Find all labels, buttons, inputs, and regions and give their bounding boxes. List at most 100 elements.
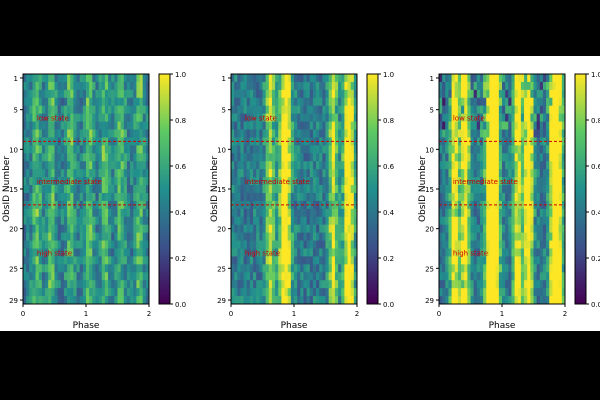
heatmap-cell <box>300 113 304 122</box>
heatmap-cell <box>243 208 248 218</box>
heatmap-cell <box>486 248 490 257</box>
heatmap-cell <box>533 224 538 234</box>
heatmap-cell <box>294 272 298 281</box>
heatmap-cell <box>240 145 244 154</box>
heatmap-cell <box>114 129 118 138</box>
heatmap-cell <box>511 248 515 257</box>
heatmap-cell <box>253 97 257 107</box>
heatmap-cell <box>111 105 115 115</box>
heatmap-cell <box>63 97 68 107</box>
heatmap-cell <box>142 192 147 202</box>
heatmap-cell <box>527 264 531 273</box>
heatmap-cell <box>60 192 65 202</box>
heatmap-cell <box>558 185 563 194</box>
heatmap-cell <box>555 232 560 241</box>
heatmap-cell <box>555 216 560 226</box>
heatmap-cell <box>334 296 339 305</box>
heatmap-cell <box>558 81 563 91</box>
heatmap-cell <box>517 248 522 257</box>
heatmap-cell <box>325 192 330 202</box>
heatmap-cell <box>82 113 87 122</box>
heatmap-cell <box>505 256 509 265</box>
heatmap-cell <box>347 200 352 210</box>
heatmap-cell <box>268 153 273 162</box>
heatmap-cell <box>120 264 125 273</box>
heatmap-cell <box>542 121 547 130</box>
heatmap-cell <box>546 137 550 146</box>
heatmap-cell <box>338 256 342 265</box>
heatmap-cell <box>492 97 497 107</box>
heatmap-cell <box>498 280 503 289</box>
heatmap-cell <box>133 272 137 281</box>
heatmap-cell <box>26 248 30 257</box>
heatmap-cell <box>92 153 96 162</box>
heatmap-cell <box>287 288 292 297</box>
heatmap-cell <box>445 121 449 130</box>
heatmap-cell <box>111 169 115 178</box>
heatmap-cell <box>505 224 509 234</box>
heatmap-cell <box>48 153 52 162</box>
heatmap-cell <box>524 169 528 178</box>
heatmap-cell <box>281 74 285 83</box>
heatmap-cell <box>502 145 506 154</box>
heatmap-cell <box>57 121 62 130</box>
heatmap-cell <box>259 248 263 257</box>
heatmap-cell <box>253 169 257 178</box>
heatmap-cell <box>253 192 257 202</box>
heatmap-cell <box>237 272 241 281</box>
heatmap-cell <box>439 74 443 83</box>
heatmap-cell <box>473 224 478 234</box>
heatmap-cell <box>35 177 40 186</box>
colorbar-tick-label: 0.4 <box>175 209 187 217</box>
heatmap-cell <box>514 74 519 83</box>
heatmap-cell <box>29 248 33 257</box>
heatmap-cell <box>38 74 43 83</box>
heatmap-cell <box>470 192 475 202</box>
heatmap-cell <box>347 272 352 281</box>
heatmap-cell <box>508 81 512 91</box>
heatmap-cell <box>136 153 140 162</box>
heatmap-cell <box>514 264 519 273</box>
heatmap-cell <box>508 240 512 249</box>
heatmap-cell <box>473 296 478 305</box>
heatmap-cell <box>514 216 519 226</box>
heatmap-cell <box>256 185 260 194</box>
heatmap-cell <box>448 248 452 257</box>
heatmap-cell <box>338 224 342 234</box>
heatmap-cell <box>54 121 59 130</box>
heatmap-cell <box>95 208 99 218</box>
heatmap-cell <box>300 177 304 186</box>
heatmap-cell <box>353 137 358 146</box>
heatmap-cell <box>344 153 348 162</box>
heatmap-cell <box>45 264 49 273</box>
heatmap-cell <box>495 296 500 305</box>
heatmap-cell <box>240 129 244 138</box>
heatmap-cell <box>353 224 358 234</box>
heatmap-cell <box>45 296 49 305</box>
heatmap-cell <box>281 264 285 273</box>
heatmap-cell <box>486 97 490 107</box>
heatmap-cell <box>237 208 241 218</box>
heatmap-cell <box>309 161 314 170</box>
heatmap-cell <box>231 89 235 99</box>
heatmap-cell <box>92 121 96 130</box>
heatmap-cell <box>454 177 459 186</box>
heatmap-cell <box>101 105 106 115</box>
heatmap-cell <box>92 89 96 99</box>
heatmap-cell <box>476 296 481 305</box>
heatmap-cell <box>470 240 475 249</box>
heatmap-cell <box>508 256 512 265</box>
heatmap-cell <box>341 232 345 241</box>
heatmap-cell <box>555 240 560 249</box>
heatmap-cell <box>514 161 519 170</box>
heatmap-cell <box>246 185 251 194</box>
heatmap-cell <box>29 81 33 91</box>
heatmap-cell <box>48 216 52 226</box>
heatmap-cell <box>237 288 241 297</box>
heatmap-cell <box>527 280 531 289</box>
heatmap-cell <box>126 264 131 273</box>
heatmap-cell <box>89 145 93 154</box>
heatmap-cell <box>76 248 81 257</box>
heatmap-cell <box>86 280 90 289</box>
heatmap-cell <box>319 153 323 162</box>
